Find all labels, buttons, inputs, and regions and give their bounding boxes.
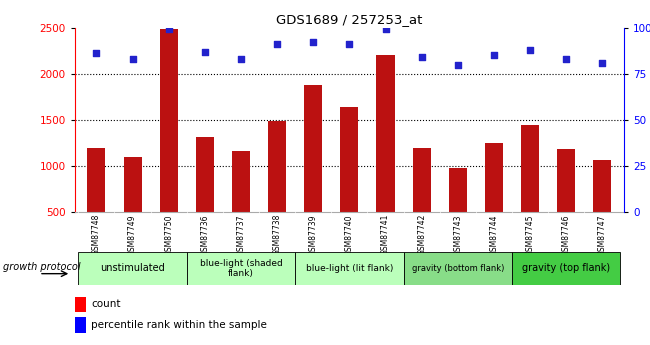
Bar <box>404 252 512 285</box>
Text: GSM87744: GSM87744 <box>489 214 499 256</box>
Point <box>272 41 282 47</box>
Text: GSM87739: GSM87739 <box>309 214 318 256</box>
Title: GDS1689 / 257253_at: GDS1689 / 257253_at <box>276 13 422 27</box>
Bar <box>557 149 575 212</box>
Bar <box>413 148 431 212</box>
Text: GSM87741: GSM87741 <box>381 214 390 255</box>
Bar <box>485 143 503 212</box>
Text: unstimulated: unstimulated <box>100 263 165 273</box>
Point <box>561 56 571 62</box>
Text: GSM87749: GSM87749 <box>128 214 137 256</box>
Text: blue-light (lit flank): blue-light (lit flank) <box>306 264 393 273</box>
Text: percentile rank within the sample: percentile rank within the sample <box>91 320 267 330</box>
Point <box>127 56 138 62</box>
Point <box>597 60 608 66</box>
Text: GSM87745: GSM87745 <box>526 214 534 256</box>
Text: GSM87738: GSM87738 <box>272 214 281 255</box>
Text: blue-light (shaded
flank): blue-light (shaded flank) <box>200 258 282 278</box>
Bar <box>376 55 395 212</box>
Bar <box>268 121 286 212</box>
Text: GSM87750: GSM87750 <box>164 214 173 256</box>
Bar <box>521 126 539 212</box>
Bar <box>448 168 467 212</box>
Point <box>452 62 463 67</box>
Text: growth protocol: growth protocol <box>3 263 81 272</box>
Point <box>200 49 210 55</box>
Bar <box>512 252 620 285</box>
Bar <box>196 137 214 212</box>
Text: count: count <box>91 299 120 309</box>
Text: gravity (bottom flank): gravity (bottom flank) <box>411 264 504 273</box>
Bar <box>341 107 358 212</box>
Text: gravity (top flank): gravity (top flank) <box>522 263 610 273</box>
Bar <box>160 29 177 212</box>
Text: GSM87746: GSM87746 <box>562 214 571 256</box>
Bar <box>124 157 142 212</box>
Text: GSM87747: GSM87747 <box>598 214 607 256</box>
Point <box>308 40 318 45</box>
Bar <box>232 151 250 212</box>
Bar <box>295 252 404 285</box>
Bar <box>304 85 322 212</box>
Point <box>344 41 355 47</box>
Point <box>417 55 427 60</box>
Point <box>489 52 499 58</box>
Point <box>525 47 535 52</box>
Bar <box>87 148 105 212</box>
Text: GSM87736: GSM87736 <box>200 214 209 256</box>
Text: GSM87737: GSM87737 <box>237 214 246 256</box>
Bar <box>79 252 187 285</box>
Point <box>236 56 246 62</box>
Text: GSM87748: GSM87748 <box>92 214 101 255</box>
Text: GSM87743: GSM87743 <box>453 214 462 256</box>
Text: GSM87742: GSM87742 <box>417 214 426 255</box>
Text: GSM87740: GSM87740 <box>345 214 354 256</box>
Point <box>380 27 391 32</box>
Point <box>91 51 101 56</box>
Bar <box>593 160 612 212</box>
Point <box>164 27 174 32</box>
Bar <box>187 252 295 285</box>
